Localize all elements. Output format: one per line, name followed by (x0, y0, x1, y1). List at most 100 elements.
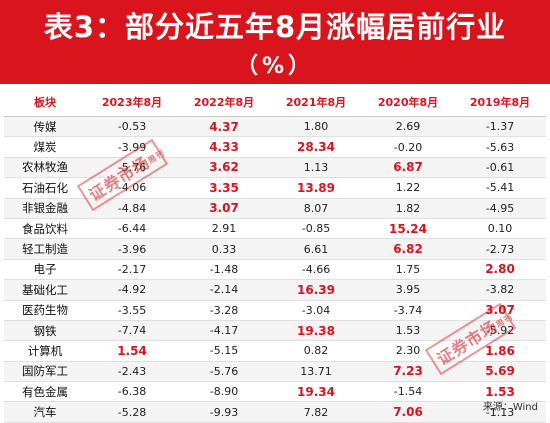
value-cell: -2.73 (454, 238, 546, 260)
value-cell: 1.86 (454, 340, 546, 362)
header-2019-aug: 2019年8月 (454, 88, 546, 117)
table-row: 电子 -2.17 -1.48 -4.66 1.75 2.80 (4, 259, 546, 281)
value-cell: 19.34 (270, 381, 362, 403)
value-cell: 19.38 (270, 320, 362, 342)
value-cell: -0.20 (362, 136, 454, 158)
sector-name-cell: 有色金属 (4, 381, 86, 403)
header-2021-aug: 2021年8月 (270, 88, 362, 117)
value-cell: 1.80 (270, 116, 362, 138)
sector-name-cell: 煤炭 (4, 136, 86, 158)
value-cell: -3.99 (86, 136, 178, 158)
value-cell: 0.33 (178, 238, 270, 260)
value-cell: -2.14 (178, 279, 270, 301)
sector-name-cell: 农林牧渔 (4, 157, 86, 179)
value-cell: 13.71 (270, 361, 362, 383)
header-2020-aug: 2020年8月 (362, 88, 454, 117)
value-cell: 16.39 (270, 279, 362, 301)
sector-name-cell: 传媒 (4, 116, 86, 138)
sector-name-cell: 电子 (4, 259, 86, 281)
sector-name-cell: 食品饮料 (4, 218, 86, 240)
unit-label: （%） (235, 54, 315, 79)
table-row: 计算机 1.54 -5.15 0.82 2.30 1.86 (4, 340, 546, 362)
value-cell: 15.24 (362, 218, 454, 240)
value-cell: -3.82 (454, 279, 546, 301)
value-cell: 3.35 (178, 177, 270, 199)
value-cell: 1.53 (454, 381, 546, 403)
value-cell: -3.74 (362, 300, 454, 321)
data-table-container: 板块 2023年8月 2022年8月 2021年8月 2020年8月 2019年… (4, 88, 546, 423)
table-row: 医药生物 -3.55 -3.28 -3.04 -3.74 3.07 (4, 300, 546, 321)
value-cell: 3.95 (362, 279, 454, 301)
value-cell: 13.89 (270, 177, 362, 199)
table-row: 基础化工 -4.92 -2.14 16.39 3.95 -3.82 (4, 279, 546, 301)
value-cell: 2.80 (454, 259, 546, 281)
table-row: 传媒 -0.53 4.37 1.80 2.69 -1.37 (4, 116, 546, 138)
value-cell: 4.37 (178, 116, 270, 138)
table-row: 食品饮料 -6.44 2.91 -0.85 15.24 0.10 (4, 218, 546, 240)
value-cell: 28.34 (270, 136, 362, 158)
value-cell: -5.76 (178, 361, 270, 383)
value-cell: -1.54 (362, 381, 454, 403)
value-cell: -4.66 (270, 259, 362, 281)
value-cell: -0.53 (86, 116, 178, 138)
value-cell: -5.76 (86, 157, 178, 179)
value-cell: 6.61 (270, 238, 362, 260)
value-cell: 3.62 (178, 157, 270, 179)
table-body: 传媒 -0.53 4.37 1.80 2.69 -1.37 煤炭 -3.99 4.33 28.34… (4, 116, 546, 423)
value-cell: -6.38 (86, 381, 178, 403)
value-cell: -5.92 (454, 320, 546, 342)
value-cell: -3.96 (86, 238, 178, 260)
value-cell: -4.95 (454, 198, 546, 219)
source-note: 来源：Wind (482, 402, 538, 413)
sector-name-cell: 石油石化 (4, 177, 86, 199)
table-header-row: 板块 2023年8月 2022年8月 2021年8月 2020年8月 2019年… (4, 88, 546, 117)
value-cell: 6.82 (362, 238, 454, 260)
value-cell: 2.69 (362, 116, 454, 138)
value-cell: -5.41 (454, 177, 546, 199)
value-cell: 6.87 (362, 157, 454, 179)
value-cell: -1.48 (178, 259, 270, 281)
value-cell: 0.82 (270, 340, 362, 362)
value-cell: -5.28 (86, 401, 178, 423)
value-cell: -3.04 (270, 300, 362, 321)
header-sector: 板块 (4, 88, 86, 117)
table-row: 轻工制造 -3.96 0.33 6.61 6.82 -2.73 (4, 238, 546, 260)
value-cell: -3.55 (86, 300, 178, 321)
value-cell: -5.15 (178, 340, 270, 362)
table-row: 国防军工 -2.43 -5.76 13.71 7.23 5.69 (4, 361, 546, 383)
value-cell: -9.93 (178, 401, 270, 423)
value-cell: 0.10 (454, 218, 546, 240)
value-cell: 1.75 (362, 259, 454, 281)
header-2022-aug: 2022年8月 (178, 88, 270, 117)
sector-name-cell: 轻工制造 (4, 238, 86, 260)
value-cell: 1.22 (362, 177, 454, 199)
sector-name-cell: 计算机 (4, 340, 86, 362)
value-cell: 4.33 (178, 136, 270, 158)
value-cell: 7.06 (362, 401, 454, 423)
value-cell: -4.06 (86, 177, 178, 199)
value-cell: -5.63 (454, 136, 546, 158)
value-cell: -6.44 (86, 218, 178, 240)
value-cell: 7.23 (362, 361, 454, 383)
table-row: 石油石化 -4.06 3.35 13.89 1.22 -5.41 (4, 177, 546, 199)
sector-name-cell: 非银金融 (4, 198, 86, 219)
value-cell: 3.07 (454, 300, 546, 321)
title-banner: 表3：部分近五年8月涨幅居前行业 （%） (0, 0, 550, 84)
value-cell: 5.69 (454, 361, 546, 383)
sector-name-cell: 汽车 (4, 401, 86, 423)
value-cell: -4.17 (178, 320, 270, 342)
value-cell: -2.43 (86, 361, 178, 383)
value-cell: -7.74 (86, 320, 178, 342)
table-row: 煤炭 -3.99 4.33 28.34 -0.20 -5.63 (4, 136, 546, 158)
table-row: 钢铁 -7.74 -4.17 19.38 1.53 -5.92 (4, 320, 546, 342)
value-cell: -0.85 (270, 218, 362, 240)
sector-gains-table: 板块 2023年8月 2022年8月 2021年8月 2020年8月 2019年… (4, 88, 546, 423)
value-cell: -8.90 (178, 381, 270, 403)
value-cell: 1.53 (362, 320, 454, 342)
sector-name-cell: 钢铁 (4, 320, 86, 342)
value-cell: -4.84 (86, 198, 178, 219)
table-row: 有色金属 -6.38 -8.90 19.34 -1.54 1.53 (4, 381, 546, 403)
value-cell: -4.92 (86, 279, 178, 301)
value-cell: 2.91 (178, 218, 270, 240)
value-cell: 1.54 (86, 340, 178, 362)
